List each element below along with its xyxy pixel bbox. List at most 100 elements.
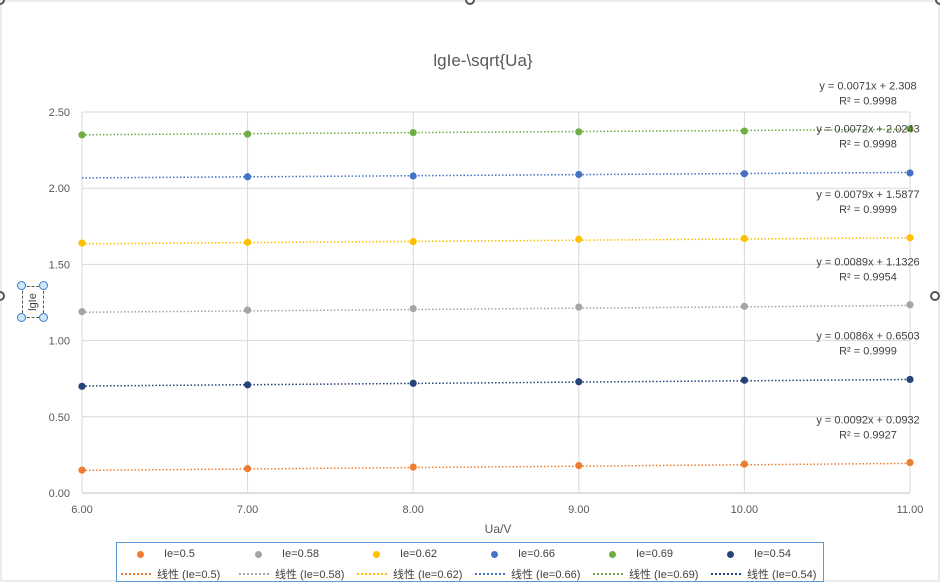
x-tick-label: 9.00 [568,504,589,516]
resize-handle-top-right[interactable] [935,0,940,5]
y-axis-title-selection[interactable] [22,286,44,318]
legend-item[interactable]: Ie=0.54 [707,544,791,564]
trendline-r2: R² = 0.9998 [839,95,897,107]
legend-item[interactable]: Ie=0.66 [471,544,555,564]
legend-row-markers: Ie=0.5 Ie=0.58 Ie=0.62 Ie=0.66 Ie=0.69 Ie=0.5… [117,544,823,564]
legend-label: Ie=0.66 [518,548,556,560]
chart-title: lgIe-\sqrt{Ua} [433,51,533,70]
y-tick-label: 1.50 [49,259,70,271]
legend-line-marker [121,573,151,575]
legend-marker [373,550,380,558]
legend-item[interactable]: Ie=0.5 [117,544,195,564]
y-axis-label[interactable]: lgIe [27,293,39,311]
legend-label: 线性 (Ie=0.58) [275,569,345,581]
resize-handle-top-left[interactable] [0,0,5,5]
trendline-equation: y = 0.0086x + 0.6503 [816,330,919,342]
legend-label: Ie=0.58 [282,548,320,560]
resize-handle-left[interactable] [0,291,5,301]
legend-label: Ie=0.69 [636,548,674,560]
y-axis-title-handle[interactable] [39,313,48,322]
legend-label: Ie=0.5 [164,548,195,560]
legend-label: 线性 (Ie=0.5) [157,569,221,581]
legend-marker [137,550,144,558]
data-point [740,127,749,135]
legend-line-marker [711,573,741,575]
trendline-4 [81,128,911,136]
y-axis-title-handle[interactable] [17,281,26,290]
legend-label: 线性 (Ie=0.69) [629,569,699,581]
data-point [409,128,417,137]
data-point [575,378,583,386]
legend-item-trendline[interactable]: 线性 (Ie=0.58) [235,564,345,581]
legend-line-marker [475,573,505,575]
legend-item-trendline[interactable]: 线性 (Ie=0.5) [117,564,221,581]
legend-row-trendlines: 线性 (Ie=0.5) 线性 (Ie=0.58) 线性 (Ie=0.62) 线性 (I… [117,564,823,581]
data-point [740,302,749,310]
legend-label: 线性 (Ie=0.54) [747,569,817,581]
trendline-equation: y = 0.0072x + 2.0243 [816,123,919,135]
data-point [575,461,583,470]
tick-labels: 0.00 0.50 1.00 1.50 2.00 2.50 6.00 7.00 8.00 9.00… [49,107,924,516]
trendline-r2: R² = 0.9999 [839,345,897,357]
data-point [906,301,914,309]
y-axis-title-handle[interactable] [39,281,48,290]
resize-handle-top[interactable] [465,0,475,5]
legend-label: 线性 (Ie=0.66) [511,569,581,581]
resize-handle-right[interactable] [930,291,940,301]
legend-item-trendline[interactable]: 线性 (Ie=0.54) [707,564,817,581]
trendline-1 [81,304,911,314]
x-tick-label: 7.00 [237,504,258,516]
legend-item[interactable]: Ie=0.69 [589,544,673,564]
gridlines [81,111,911,494]
trendline-3 [81,171,911,179]
y-tick-label: 2.50 [49,107,70,119]
legend-item-trendline[interactable]: 线性 (Ie=0.66) [471,564,581,581]
legend-item-trendline[interactable]: 线性 (Ie=0.69) [589,564,699,581]
data-point [409,304,417,313]
trendline-r2: R² = 0.9998 [839,138,897,150]
data-point [575,235,583,243]
trendline-0 [81,462,911,472]
y-tick-label: 1.00 [49,336,70,348]
data-point [740,460,749,468]
data-point [244,173,252,181]
data-point [244,465,252,473]
legend-item[interactable]: Ie=0.58 [235,544,319,564]
data-point [78,131,86,139]
y-axis-title-handle[interactable] [17,313,26,322]
data-point [906,458,914,467]
y-tick-label: 0.00 [49,488,70,500]
legend-item[interactable]: Ie=0.62 [353,544,437,564]
trendline-5 [81,378,911,387]
trendline-equation: y = 0.0092x + 0.0932 [816,414,919,426]
legend-line-marker [239,573,269,575]
data-point [409,237,417,246]
chart-legend[interactable]: Ie=0.5 Ie=0.58 Ie=0.62 Ie=0.66 Ie=0.69 Ie=0.5… [116,542,824,582]
x-tick-label: 8.00 [402,504,423,516]
trendline-equation: y = 0.0079x + 1.5877 [816,189,919,201]
data-point [244,238,252,246]
legend-label: 线性 (Ie=0.62) [393,569,463,581]
data-point [409,172,417,180]
data-point [906,125,914,133]
data-points [78,125,914,474]
trendline-equations: y = 0.0092x + 0.0932 R² = 0.9927 y = 0.008… [816,80,919,441]
data-point [575,128,583,136]
data-point [78,466,86,474]
data-point [78,382,86,390]
trendline-equation: y = 0.0071x + 2.308 [819,80,916,92]
data-point [740,376,749,384]
trendline-r2: R² = 0.9927 [839,429,897,441]
legend-marker [255,550,262,558]
trendline-2 [81,237,911,245]
legend-label: Ie=0.54 [754,548,792,560]
data-point [78,239,86,247]
data-point [244,130,252,138]
x-tick-label: 10.00 [731,504,759,516]
legend-item-trendline[interactable]: 线性 (Ie=0.62) [353,564,463,581]
x-axis-label: Ua/V [485,522,512,536]
data-point [906,169,914,177]
